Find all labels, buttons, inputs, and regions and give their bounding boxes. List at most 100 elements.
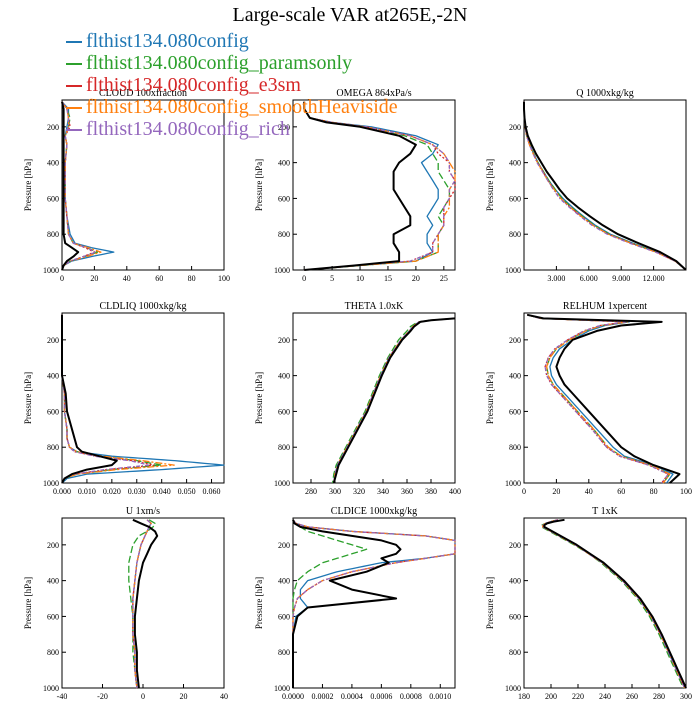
legend-label-3: flthist134.080config_e3sm [86, 74, 301, 96]
panel-1-ytick-label-2: 400 [47, 159, 59, 168]
panel-1-ytick-label-3: 600 [47, 194, 59, 203]
panel-1-xtick-label-3: 40 [123, 274, 131, 283]
panel-7-ytick-label-5: 1000 [43, 684, 59, 693]
panel-4-series-1 [61, 314, 225, 484]
panel-3-series-3 [523, 101, 687, 271]
panel-9-frame [523, 517, 687, 689]
panel-9-series-2 [540, 519, 684, 689]
panel-9-ytick-label-1: 200 [509, 541, 521, 550]
panel-6-ytick-label-3: 600 [509, 407, 521, 416]
panel-7-ytick-label-4: 800 [47, 648, 59, 657]
panel-8-xtick-label-6: 0.0010 [429, 692, 451, 700]
panel-3-ytick-label-1: 200 [509, 123, 521, 132]
panel-9-series-5 [542, 519, 686, 689]
panel-8-series-1 [292, 519, 456, 688]
panel-9-series-3 [542, 519, 686, 689]
panel-7-xtick-label-4: 20 [180, 692, 188, 700]
panel-5-ylabel: Pressure [hPa] [254, 372, 264, 424]
panel-9-xtick-label-6: 280 [653, 692, 665, 700]
panel-9-title: T 1xK [592, 506, 618, 517]
panel-7-series-4 [132, 519, 152, 689]
panel-1-xtick-label-2: 20 [90, 274, 98, 283]
panel-4-xtick-label-5: 0.040 [153, 487, 171, 496]
panel-3-ylabel: Pressure [hPa] [485, 159, 495, 211]
panel-9-series-4 [542, 519, 686, 689]
panel-8-ytick-label-5: 1000 [274, 684, 290, 693]
panel-1-series-5 [61, 101, 97, 271]
panel-4-ytick-label-1: 200 [47, 336, 59, 345]
panel-5-series-3 [333, 317, 456, 484]
panel-1-xtick-label-5: 80 [188, 274, 196, 283]
panel-3-series-4 [523, 101, 687, 271]
panel-8-ytick-label-3: 600 [278, 612, 290, 621]
legend-entry-1: flthist134.080config [66, 30, 398, 52]
panel-8-series-5 [292, 519, 456, 688]
panel-5-ytick-label-4: 800 [278, 443, 290, 452]
panel-1-series-6 [61, 101, 80, 271]
panel-3-xtick-label-2: 6.000 [580, 274, 598, 283]
panel-6-series-2 [527, 314, 671, 484]
panel-3-series-5 [523, 101, 687, 271]
panel-6-xtick-label-5: 80 [650, 487, 658, 496]
panel-5-ytick-label-1: 200 [278, 336, 290, 345]
panel-3-xtick-label-4: 12.000 [643, 274, 665, 283]
panel-7-xtick-label-3: 0 [141, 692, 145, 700]
panel-1-ytick-label-5: 1000 [43, 266, 59, 275]
panel-6-xtick-label-2: 20 [552, 487, 560, 496]
panel-4-xtick-label-7: 0.060 [203, 487, 221, 496]
panel-5-xtick-label-3: 320 [353, 487, 365, 496]
panel-4-frame [61, 312, 225, 484]
panel-8-xtick-label-3: 0.0004 [341, 692, 363, 700]
panel-3-frame [523, 99, 687, 271]
panel-7-xtick-label-5: 40 [220, 692, 228, 700]
panel-1-xtick-label-4: 60 [155, 274, 163, 283]
panel-4-xtick-label-3: 0.020 [103, 487, 121, 496]
panel-8-series-4 [292, 519, 456, 688]
panel-8-title: CLDICE 1000xkg/kg [331, 506, 417, 517]
panel-8-ylabel: Pressure [hPa] [254, 577, 264, 629]
panel-4-ytick-label-2: 400 [47, 372, 59, 381]
panel-7-series-6 [132, 518, 159, 689]
panel-9-xtick-label-4: 240 [599, 692, 611, 700]
panel-4-ylabel: Pressure [hPa] [23, 372, 33, 424]
panel-6-xtick-label-4: 60 [617, 487, 625, 496]
panel-7-ytick-label-3: 600 [47, 612, 59, 621]
panel-3-xtick-label-1: 3.000 [547, 274, 565, 283]
panel-6-series-3 [527, 314, 669, 484]
panel-1-series-2 [61, 101, 99, 271]
panel-6-ytick-label-4: 800 [509, 443, 521, 452]
panel-7-xtick-label-2: -20 [97, 692, 108, 700]
panel-2-ytick-label-5: 1000 [274, 266, 290, 275]
panel-5-series-4 [333, 317, 456, 484]
panel-6-xtick-label-1: 0 [522, 487, 526, 496]
panel-5-xtick-label-4: 340 [377, 487, 389, 496]
panel-5-xtick-label-7: 400 [449, 487, 461, 496]
panel-3-series-2 [523, 101, 687, 271]
panel-7-series-5 [132, 519, 152, 689]
panel-9-xtick-label-7: 300 [680, 692, 692, 700]
panel-9-xtick-label-2: 200 [545, 692, 557, 700]
panel-9-ytick-label-2: 400 [509, 577, 521, 586]
panel-4-ytick-label-4: 800 [47, 443, 59, 452]
legend-label-1: flthist134.080config [86, 30, 249, 52]
panel-2-ytick-label-3: 600 [278, 194, 290, 203]
panel-6-ytick-label-1: 200 [509, 336, 521, 345]
panel-5-ytick-label-2: 400 [278, 372, 290, 381]
legend-label-5: flthist134.080config_rich [86, 118, 290, 140]
panel-2-xtick-label-5: 20 [412, 274, 420, 283]
panel-3-series-1 [523, 101, 687, 271]
panel-4-xtick-label-6: 0.050 [178, 487, 196, 496]
panel-8-ytick-label-2: 400 [278, 577, 290, 586]
panel-5-xtick-label-6: 380 [425, 487, 437, 496]
panel-1-xtick-label-6: 100 [218, 274, 230, 283]
legend-swatch-2 [66, 63, 82, 66]
legend-swatch-1 [66, 41, 82, 44]
panel-6-series-6 [526, 313, 681, 484]
panel-9-ylabel: Pressure [hPa] [485, 577, 495, 629]
panel-4-series-4 [61, 314, 175, 484]
panel-9-series-1 [542, 519, 686, 689]
legend-entry-3: flthist134.080config_e3sm [66, 74, 398, 96]
legend-label-4: flthist134.080config_smoothHeaviside [86, 96, 398, 118]
panel-4-series-6 [61, 314, 118, 484]
panel-3-ytick-label-4: 800 [509, 230, 521, 239]
